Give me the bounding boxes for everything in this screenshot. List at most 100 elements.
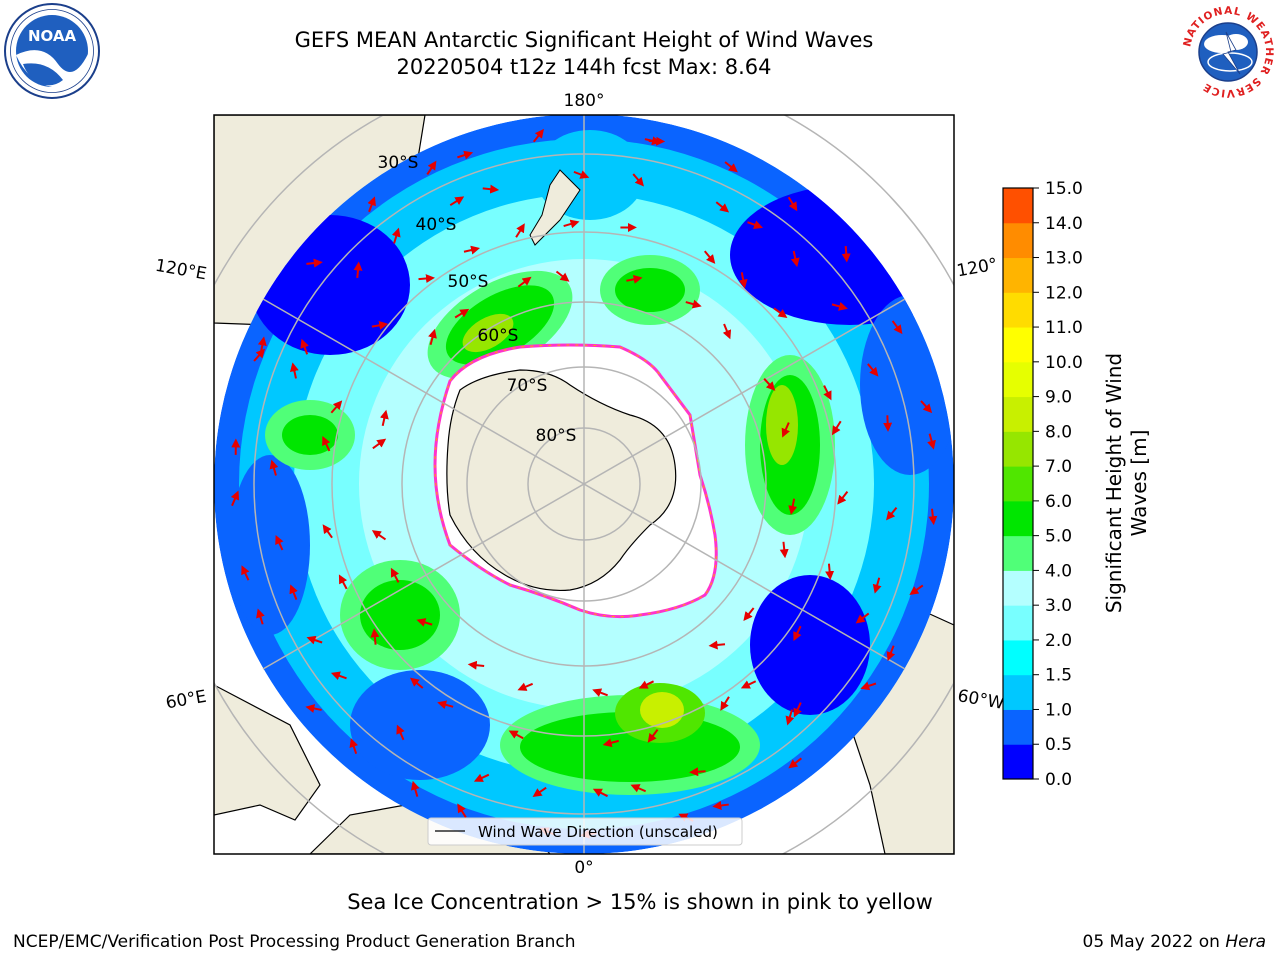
colorbar-band xyxy=(1003,222,1033,259)
wave-direction-arrow xyxy=(338,574,348,590)
polar-map: 180° 120°E 120° 60°E 60°W 0° 30°S 40°S 5… xyxy=(154,91,1006,878)
wave-direction-arrow xyxy=(353,261,363,279)
footer-date-text: 05 May 2022 on xyxy=(1082,932,1226,952)
wave-direction-arrow xyxy=(779,541,789,559)
wave-direction-arrow xyxy=(230,490,240,507)
colorbar-band xyxy=(1003,535,1033,571)
wave-direction-arrow xyxy=(390,567,400,583)
noaa-logo: NOAA xyxy=(3,2,101,100)
footer-date: 05 May 2022 on Hera xyxy=(1083,932,1267,952)
antarctic-continent xyxy=(446,369,677,592)
wave-direction-arrow xyxy=(602,738,619,748)
wave-direction-arrow xyxy=(428,328,437,346)
legend-label: Wind Wave Direction (unscaled) xyxy=(478,823,718,841)
wave-direction-arrow xyxy=(788,757,803,769)
wave-direction-arrow xyxy=(793,625,802,642)
colorbar: 0.0 0.5 1.0 1.5 2.0 3.0 4.0 5.0 6.0 7.0 8.0 9.0 10.0… xyxy=(995,179,1175,790)
wave-direction-arrow xyxy=(289,584,298,601)
wave-direction-arrow xyxy=(463,245,481,255)
footer-machine: Hera xyxy=(1225,932,1266,952)
wave-direction-arrow xyxy=(909,584,924,595)
wave-direction-arrow xyxy=(793,702,802,718)
wave-direction-arrow xyxy=(482,184,500,194)
colorbar-band xyxy=(1003,292,1033,328)
wave-direction-arrow xyxy=(632,173,644,187)
wave-direction-arrow xyxy=(306,258,323,268)
wave-direction-arrow xyxy=(532,786,547,797)
wave-direction-arrow xyxy=(396,724,405,741)
wave-direction-arrow xyxy=(379,409,389,427)
high-wave-patches xyxy=(265,255,835,795)
colorbar-tick-label: 9.0 xyxy=(1045,388,1072,408)
wave-direction-arrow xyxy=(330,400,343,414)
wave-direction-arrow xyxy=(457,803,467,818)
wave-direction-arrow xyxy=(825,563,835,581)
colorbar-band xyxy=(1003,570,1033,606)
colorbar-label-line1: Significant Height of Wind xyxy=(1102,353,1126,613)
wave-direction-arrow xyxy=(241,565,250,581)
lat-label-60s: 60°S xyxy=(478,326,519,346)
chart-title-line1: GEFS MEAN Antarctic Significant Height o… xyxy=(294,28,874,52)
wave-direction-arrow xyxy=(685,299,702,309)
wave-direction-arrow xyxy=(831,420,842,436)
wave-direction-arrow xyxy=(573,170,590,179)
wave-direction-arrow xyxy=(473,773,490,782)
wave-direction-arrow xyxy=(300,338,309,355)
colorbar-band xyxy=(1003,674,1033,710)
lon-label-120w: 120° xyxy=(955,255,999,282)
wave-direction-arrow xyxy=(722,323,732,340)
wave-direction-arrow xyxy=(773,307,788,318)
colorbar-tick-label: 11.0 xyxy=(1045,318,1083,338)
wave-direction-arrow xyxy=(886,645,896,662)
wave-direction-arrow xyxy=(555,270,570,282)
wave-direction-arrow xyxy=(787,196,798,212)
lon-label-120e: 120°E xyxy=(154,256,208,285)
colorbar-band xyxy=(1003,188,1033,224)
wave-direction-arrow xyxy=(437,700,454,710)
wave-direction-arrow xyxy=(831,302,848,311)
colorbar-tick-label: 7.0 xyxy=(1045,457,1072,477)
wave-direction-arrow xyxy=(763,378,776,391)
wave-direction-arrow xyxy=(867,363,879,377)
wave-direction-arrow xyxy=(289,362,299,379)
wave-direction-arrow xyxy=(724,161,738,173)
wave-direction-arrow xyxy=(418,274,435,284)
wave-direction-arrow xyxy=(788,498,798,515)
wave-direction-arrow xyxy=(689,767,706,777)
wave-direction-arrow xyxy=(626,274,643,284)
wave-direction-arrow xyxy=(837,491,849,505)
colorbar-band xyxy=(1003,639,1033,676)
map-legend: Wind Wave Direction (unscaled) xyxy=(427,817,743,846)
wave-direction-arrow xyxy=(720,696,730,711)
colorbar-ticks: 0.0 0.5 1.0 1.5 2.0 3.0 4.0 5.0 6.0 7.0 8.0 9.0 10.0… xyxy=(1033,179,1083,790)
wave-direction-arrow xyxy=(740,680,757,689)
map-frame xyxy=(213,114,955,855)
wave-direction-arrow xyxy=(410,677,424,689)
colorbar-band xyxy=(1003,500,1033,537)
colorbar-tick-label: 1.0 xyxy=(1045,700,1072,720)
wave-direction-arrow xyxy=(372,438,387,450)
lat-label-40s: 40°S xyxy=(416,215,457,235)
colorbar-frame xyxy=(1002,187,1034,780)
wave-direction-arrow xyxy=(928,508,938,526)
wave-direction-arrow xyxy=(257,336,267,353)
wave-direction-arrow xyxy=(517,276,532,288)
colorbar-tick-label: 13.0 xyxy=(1045,249,1083,269)
antarctica xyxy=(433,343,718,619)
footer-credit: NCEP/EMC/Verification Post Processing Pr… xyxy=(13,932,576,952)
wave-direction-arrow xyxy=(370,628,380,645)
wave-direction-arrow xyxy=(253,348,266,362)
wave-direction-arrow xyxy=(883,415,893,432)
colorbar-tick-label: 14.0 xyxy=(1045,214,1083,234)
colorbar-label-line2: Waves [m] xyxy=(1127,430,1151,537)
wave-direction-arrow xyxy=(449,196,465,207)
colorbar-tick-label: 12.0 xyxy=(1045,283,1083,303)
wave-direction-arrow xyxy=(927,433,936,450)
colorbar-bands xyxy=(1003,188,1033,780)
wave-direction-arrow xyxy=(410,780,420,797)
wave-direction-arrow xyxy=(371,320,389,330)
wave-direction-arrow xyxy=(305,704,322,713)
wave-direction-arrow xyxy=(349,738,359,755)
wave-direction-arrow xyxy=(647,729,659,743)
lat-label-80s: 80°S xyxy=(536,426,577,446)
